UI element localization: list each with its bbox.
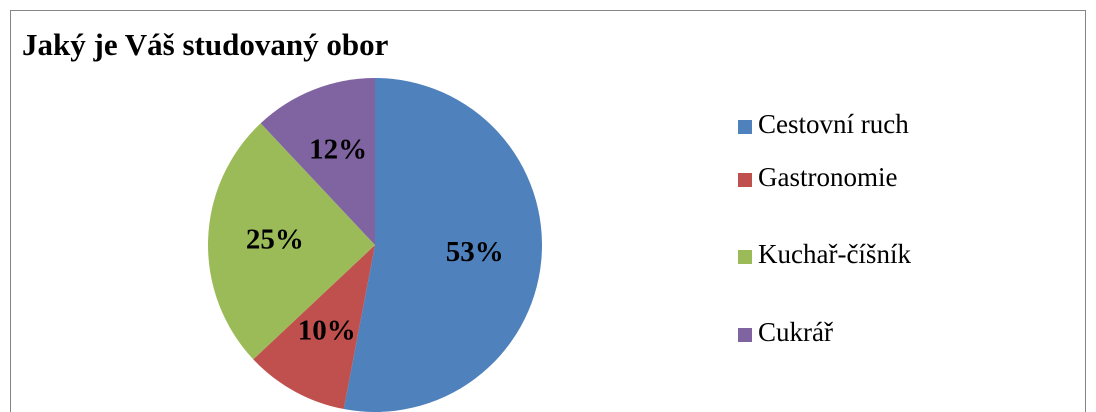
chart-title: Jaký je Váš studovaný obor [22,27,389,62]
legend-label: Cukrář [758,317,833,347]
pie-slice [253,245,375,410]
legend-label: Cestovní ruch [758,109,909,139]
pie-slice [343,78,542,412]
legend-swatch [738,328,752,342]
data-label: 25% [246,224,304,256]
legend-label: Gastronomie [758,162,897,192]
data-label: 10% [298,314,356,346]
pie-slice [260,78,375,245]
legend-label: Kuchař-číšník [758,239,911,269]
pie-slice [208,123,375,360]
chart-border [10,10,1086,412]
data-label: 53% [446,236,504,268]
data-label: 12% [309,133,367,165]
legend-swatch [738,173,752,187]
legend-swatch [738,250,752,264]
legend-swatch [738,120,752,134]
